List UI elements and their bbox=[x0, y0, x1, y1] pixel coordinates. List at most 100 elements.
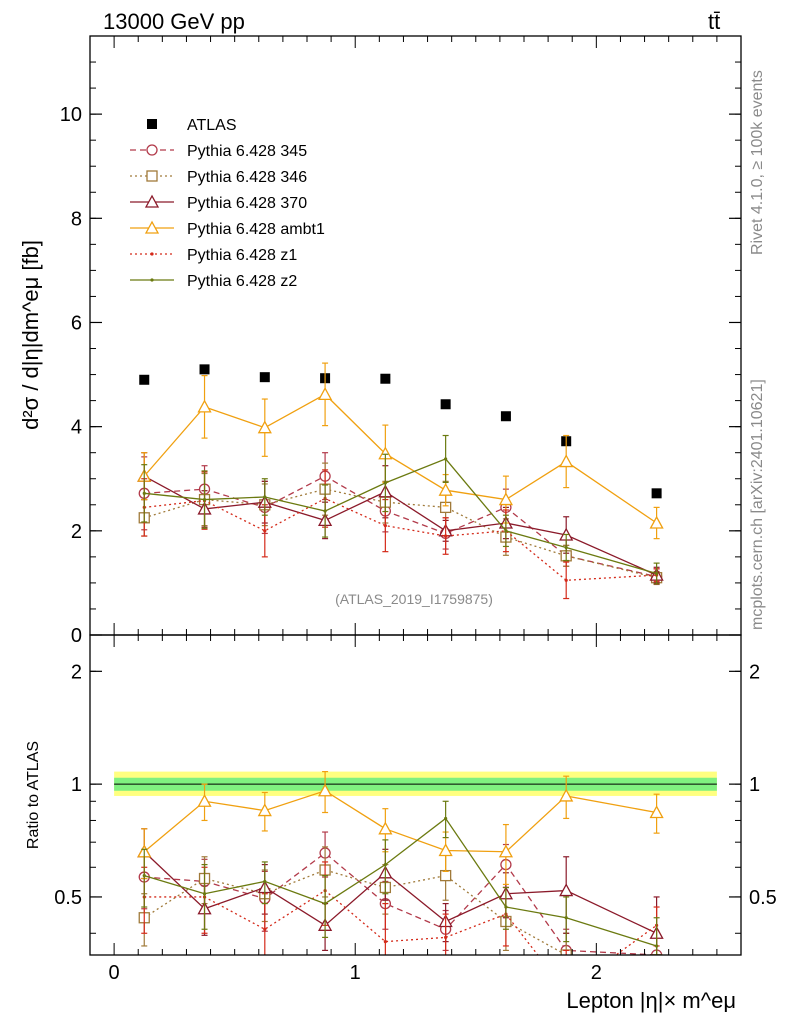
series-atlas bbox=[139, 364, 662, 499]
data-point bbox=[142, 874, 146, 878]
series-line bbox=[144, 475, 657, 578]
data-point bbox=[323, 509, 327, 513]
legend-marker bbox=[144, 194, 160, 208]
y-tick-label: 1 bbox=[71, 774, 82, 796]
y-tick-label: 2 bbox=[71, 521, 82, 543]
series-pythia-6-428-346 bbox=[138, 846, 663, 955]
data-point bbox=[504, 529, 508, 533]
series-pythia-6-428-346 bbox=[138, 462, 663, 585]
process-label: tt̄ bbox=[708, 9, 720, 34]
y-tick-label: 2 bbox=[71, 661, 82, 683]
data-point bbox=[142, 491, 146, 495]
x-axis-label: Lepton |η|× m^eμ bbox=[566, 988, 736, 1013]
data-point bbox=[380, 373, 391, 384]
legend-label: Pythia 6.428 ambt1 bbox=[187, 221, 325, 238]
data-point bbox=[259, 372, 270, 383]
y-tick-label: 8 bbox=[71, 208, 82, 230]
legend-marker bbox=[150, 252, 154, 256]
top-ylabel: d²σ / d|η|dm^eμ [fb] bbox=[18, 240, 43, 430]
series-pythia-6-428-z2 bbox=[141, 434, 660, 585]
series-line bbox=[144, 497, 657, 581]
data-point bbox=[383, 940, 387, 944]
data-point bbox=[383, 481, 387, 485]
y-tick-label: 6 bbox=[71, 312, 82, 334]
data-point bbox=[257, 803, 272, 817]
data-point bbox=[444, 935, 448, 939]
series-line bbox=[143, 869, 579, 955]
legend-item: Pythia 6.428 ambt1 bbox=[130, 220, 325, 238]
y-tick-label: 10 bbox=[60, 104, 82, 126]
data-point bbox=[440, 399, 451, 410]
x-tick-label: 0 bbox=[109, 962, 120, 984]
series-line bbox=[143, 475, 657, 576]
main-plot-area bbox=[137, 362, 664, 600]
rivet-label: Rivet 4.1.0, ≥ 100k events bbox=[749, 70, 766, 255]
data-point bbox=[649, 805, 664, 819]
data-point bbox=[498, 492, 514, 506]
legend-marker bbox=[147, 119, 157, 129]
energy-label: 13000 GeV pp bbox=[103, 9, 245, 34]
data-point bbox=[655, 571, 659, 576]
data-point bbox=[564, 545, 568, 550]
ratio-plot-panel: 0.5 0.5 1 1 2 2 0 1 2 bbox=[54, 634, 777, 984]
mcplots-label: mcplots.cern.ch [arXiv:2401.10621] bbox=[749, 379, 766, 630]
series-line bbox=[143, 790, 657, 853]
data-point bbox=[323, 901, 327, 906]
data-point bbox=[317, 387, 333, 401]
y-tick-label: 0 bbox=[71, 625, 82, 647]
ratio-plot-area bbox=[114, 771, 717, 955]
data-point bbox=[263, 529, 267, 533]
legend-label: Pythia 6.428 370 bbox=[187, 195, 307, 212]
y-tick-label-right: 0.5 bbox=[749, 887, 777, 909]
data-point bbox=[498, 844, 514, 858]
y-tick-label-right: 1 bbox=[749, 774, 760, 796]
legend-item: Pythia 6.428 z1 bbox=[130, 247, 297, 264]
data-point bbox=[500, 411, 511, 422]
main-plot-panel: 0 2 4 6 8 10 ATLAS Pythia 6.428 345 Pythia 6.428… bbox=[60, 35, 742, 647]
data-point bbox=[263, 927, 267, 931]
data-point bbox=[655, 944, 659, 948]
legend-label: Pythia 6.428 345 bbox=[187, 143, 307, 160]
series-line bbox=[144, 817, 657, 947]
y-tick-label-right: 2 bbox=[749, 661, 760, 683]
y-tick-label: 0.5 bbox=[54, 887, 82, 909]
series-line bbox=[144, 852, 657, 955]
data-point bbox=[197, 793, 212, 807]
data-point bbox=[199, 364, 210, 375]
legend-marker bbox=[150, 278, 154, 282]
data-point bbox=[649, 515, 664, 529]
data-point bbox=[559, 883, 574, 897]
data-point bbox=[439, 869, 452, 882]
data-point bbox=[504, 905, 508, 909]
series-line bbox=[143, 393, 657, 524]
data-point bbox=[438, 482, 453, 496]
data-point bbox=[564, 916, 568, 920]
y-tick-label: 4 bbox=[71, 417, 82, 439]
data-point bbox=[444, 534, 448, 538]
plot-frame bbox=[89, 634, 742, 956]
series-pythia-6-428-z1 bbox=[141, 469, 660, 600]
series-pythia-6-428-370 bbox=[137, 828, 664, 955]
legend-label: Pythia 6.428 z2 bbox=[187, 273, 297, 290]
legend: ATLAS Pythia 6.428 345 Pythia 6.428 346 Pyt… bbox=[130, 117, 325, 290]
data-point bbox=[257, 420, 272, 434]
legend-label: Pythia 6.428 346 bbox=[187, 169, 307, 186]
legend-label: Pythia 6.428 z1 bbox=[187, 247, 297, 264]
series-line bbox=[144, 889, 657, 955]
bottom-ylabel: Ratio to ATLAS bbox=[25, 741, 42, 849]
data-point bbox=[263, 879, 267, 884]
legend-item: Pythia 6.428 z2 bbox=[130, 273, 297, 290]
data-point bbox=[650, 954, 663, 955]
data-point bbox=[378, 821, 393, 835]
data-point bbox=[197, 399, 212, 413]
x-tick-label: 2 bbox=[591, 962, 602, 984]
legend-label: ATLAS bbox=[187, 117, 237, 134]
series-line bbox=[144, 488, 657, 579]
data-point bbox=[202, 497, 207, 502]
data-point bbox=[651, 488, 662, 499]
legend-item: ATLAS bbox=[147, 117, 237, 134]
data-point bbox=[559, 454, 574, 468]
data-point bbox=[383, 862, 387, 867]
series-pythia-6-428-ambt1 bbox=[137, 362, 664, 540]
data-point bbox=[383, 524, 387, 528]
